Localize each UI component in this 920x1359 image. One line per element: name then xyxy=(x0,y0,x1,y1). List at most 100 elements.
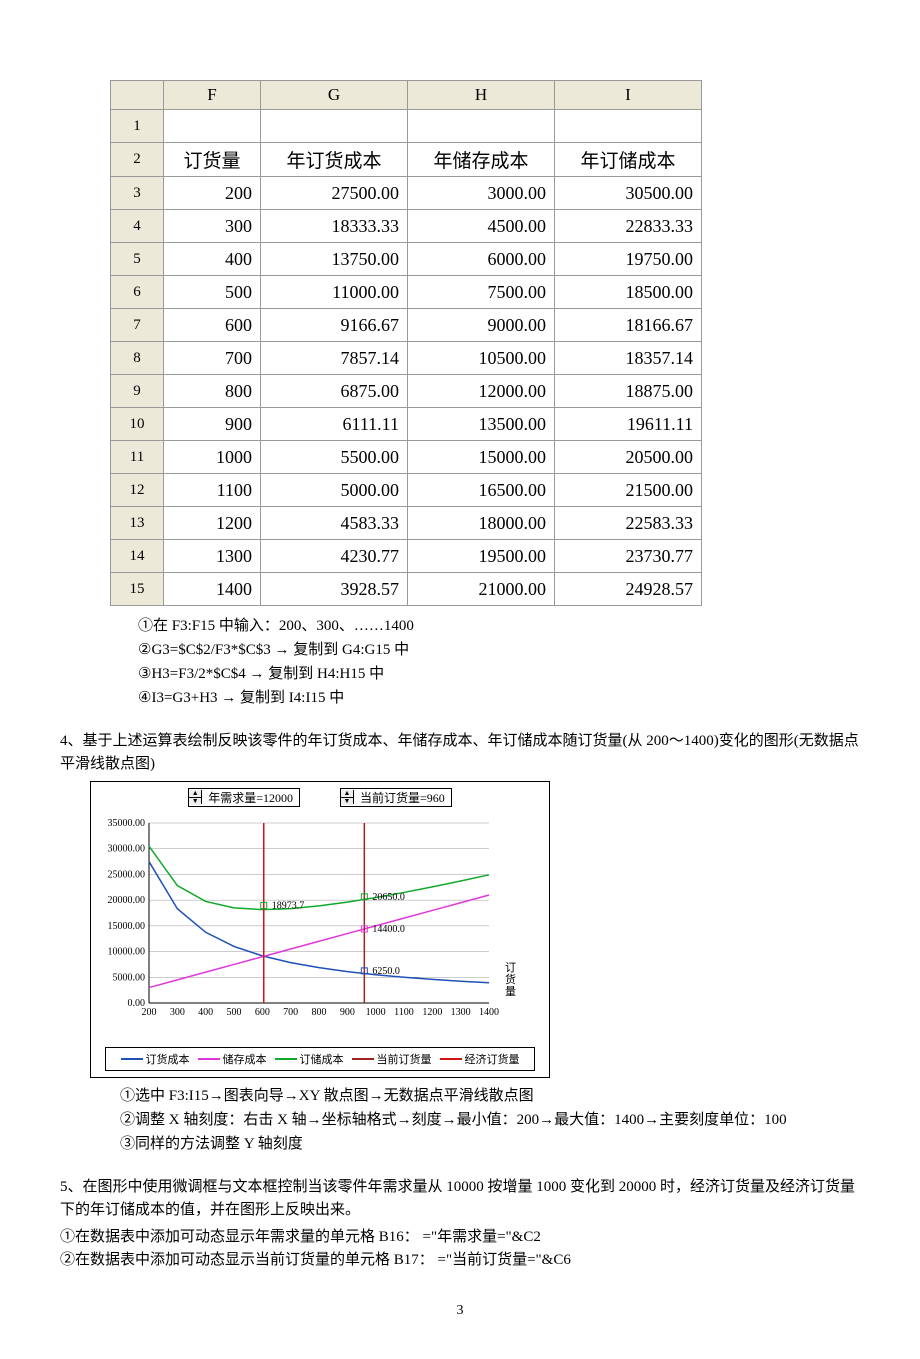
row-header: 14 xyxy=(111,540,164,573)
scatter-chart: 0.005000.0010000.0015000.0020000.0025000… xyxy=(101,813,531,1043)
cell: 18000.00 xyxy=(408,507,555,540)
cell: 6875.00 xyxy=(261,375,408,408)
row-header: 6 xyxy=(111,276,164,309)
cell: 12000.00 xyxy=(408,375,555,408)
spreadsheet-wrap: FGHI12订货量年订货成本年储存成本年订储成本320027500.003000… xyxy=(110,80,860,606)
svg-text:200: 200 xyxy=(142,1007,157,1018)
cell xyxy=(164,110,261,143)
row-header: 4 xyxy=(111,210,164,243)
cell: 18500.00 xyxy=(555,276,702,309)
cell: 1100 xyxy=(164,474,261,507)
cell xyxy=(261,110,408,143)
cell: 13750.00 xyxy=(261,243,408,276)
row-header: 13 xyxy=(111,507,164,540)
cell: 7857.14 xyxy=(261,342,408,375)
cell: 400 xyxy=(164,243,261,276)
cell: 年订货成本 xyxy=(261,143,408,177)
cell: 19750.00 xyxy=(555,243,702,276)
cell: 4500.00 xyxy=(408,210,555,243)
col-header: G xyxy=(261,81,408,110)
cell: 18333.33 xyxy=(261,210,408,243)
svg-text:30000.00: 30000.00 xyxy=(108,843,146,854)
row-header: 12 xyxy=(111,474,164,507)
note-line: ③H3=F3/2*$C$4 → 复制到 H4:H15 中 xyxy=(138,662,860,686)
svg-text:1200: 1200 xyxy=(422,1007,442,1018)
cell: 6000.00 xyxy=(408,243,555,276)
cell: 21000.00 xyxy=(408,573,555,606)
spinner-label: 年需求量=12000 xyxy=(202,789,299,806)
svg-text:35000.00: 35000.00 xyxy=(108,818,146,829)
cell: 年订储成本 xyxy=(555,143,702,177)
cell: 3000.00 xyxy=(408,177,555,210)
svg-text:300: 300 xyxy=(170,1007,185,1018)
row-header: 11 xyxy=(111,441,164,474)
svg-text:订: 订 xyxy=(505,961,516,974)
cell: 1000 xyxy=(164,441,261,474)
chart-step-line: ①选中 F3:I15→图表向导→XY 散点图→无数据点平滑线散点图 xyxy=(120,1084,860,1108)
cell xyxy=(408,110,555,143)
row-header: 1 xyxy=(111,110,164,143)
row-header: 2 xyxy=(111,143,164,177)
cell: 6111.11 xyxy=(261,408,408,441)
cell: 500 xyxy=(164,276,261,309)
cell: 18357.14 xyxy=(555,342,702,375)
svg-text:14400.0: 14400.0 xyxy=(372,923,405,934)
note-line: ②G3=$C$2/F3*$C$3 → 复制到 G4:G15 中 xyxy=(138,638,860,662)
cell: 600 xyxy=(164,309,261,342)
section-5-text: 5、在图形中使用微调框与文本框控制当该零件年需求量从 10000 按增量 100… xyxy=(60,1176,860,1223)
table-notes: ①在 F3:F15 中输入：200、300、……1400 ②G3=$C$2/F3… xyxy=(138,614,860,710)
cell: 4583.33 xyxy=(261,507,408,540)
cell: 3928.57 xyxy=(261,573,408,606)
cell: 22583.33 xyxy=(555,507,702,540)
legend-item: 当前订货量 xyxy=(352,1051,432,1067)
cell: 20500.00 xyxy=(555,441,702,474)
cell: 700 xyxy=(164,342,261,375)
svg-text:1300: 1300 xyxy=(451,1007,471,1018)
spinner-icon[interactable]: ▲▼ xyxy=(341,790,354,804)
chart-legend: 订货成本储存成本订储成本当前订货量经济订货量 xyxy=(105,1047,535,1071)
cell: 18875.00 xyxy=(555,375,702,408)
cell: 9166.67 xyxy=(261,309,408,342)
legend-item: 经济订货量 xyxy=(440,1051,520,1067)
svg-text:1000: 1000 xyxy=(366,1007,386,1018)
spinner-label: 当前订货量=960 xyxy=(354,789,451,806)
svg-text:18973.7: 18973.7 xyxy=(272,900,305,911)
cell: 7500.00 xyxy=(408,276,555,309)
legend-item: 订货成本 xyxy=(121,1051,190,1067)
row-header: 10 xyxy=(111,408,164,441)
svg-text:1400: 1400 xyxy=(479,1007,499,1018)
spinner-icon[interactable]: ▲▼ xyxy=(189,790,202,804)
svg-text:800: 800 xyxy=(312,1007,327,1018)
svg-text:货: 货 xyxy=(505,972,516,986)
cell: 1200 xyxy=(164,507,261,540)
svg-text:1100: 1100 xyxy=(394,1007,414,1018)
row-header: 9 xyxy=(111,375,164,408)
spinner-annual-demand[interactable]: ▲▼ 年需求量=12000 xyxy=(188,788,300,807)
svg-text:400: 400 xyxy=(198,1007,213,1018)
cell xyxy=(555,110,702,143)
cell: 800 xyxy=(164,375,261,408)
chart-steps: ①选中 F3:I15→图表向导→XY 散点图→无数据点平滑线散点图 ②调整 X … xyxy=(120,1084,860,1156)
svg-text:5000.00: 5000.00 xyxy=(113,972,146,983)
spinner-current-qty[interactable]: ▲▼ 当前订货量=960 xyxy=(340,788,452,807)
cell: 年储存成本 xyxy=(408,143,555,177)
svg-text:500: 500 xyxy=(227,1007,242,1018)
chart-container: ▲▼ 年需求量=12000 ▲▼ 当前订货量=960 0.005000.0010… xyxy=(90,781,550,1078)
cell: 5000.00 xyxy=(261,474,408,507)
section-5-sub1: ①在数据表中添加可动态显示年需求量的单元格 B16： ="年需求量="&C2 xyxy=(60,1226,860,1249)
svg-text:10000.00: 10000.00 xyxy=(108,946,146,957)
cell: 11000.00 xyxy=(261,276,408,309)
row-header: 3 xyxy=(111,177,164,210)
cell: 900 xyxy=(164,408,261,441)
cell: 23730.77 xyxy=(555,540,702,573)
cell: 30500.00 xyxy=(555,177,702,210)
col-header: H xyxy=(408,81,555,110)
section-5-sub2: ②在数据表中添加可动态显示当前订货量的单元格 B17： ="当前订货量="&C6 xyxy=(60,1249,860,1272)
chart-step-line: ③同样的方法调整 Y 轴刻度 xyxy=(120,1132,860,1156)
legend-item: 储存成本 xyxy=(198,1051,267,1067)
cell: 19611.11 xyxy=(555,408,702,441)
svg-text:20000.00: 20000.00 xyxy=(108,895,146,906)
row-header: 5 xyxy=(111,243,164,276)
page-root: FGHI12订货量年订货成本年储存成本年订储成本320027500.003000… xyxy=(0,0,920,1359)
row-header: 7 xyxy=(111,309,164,342)
